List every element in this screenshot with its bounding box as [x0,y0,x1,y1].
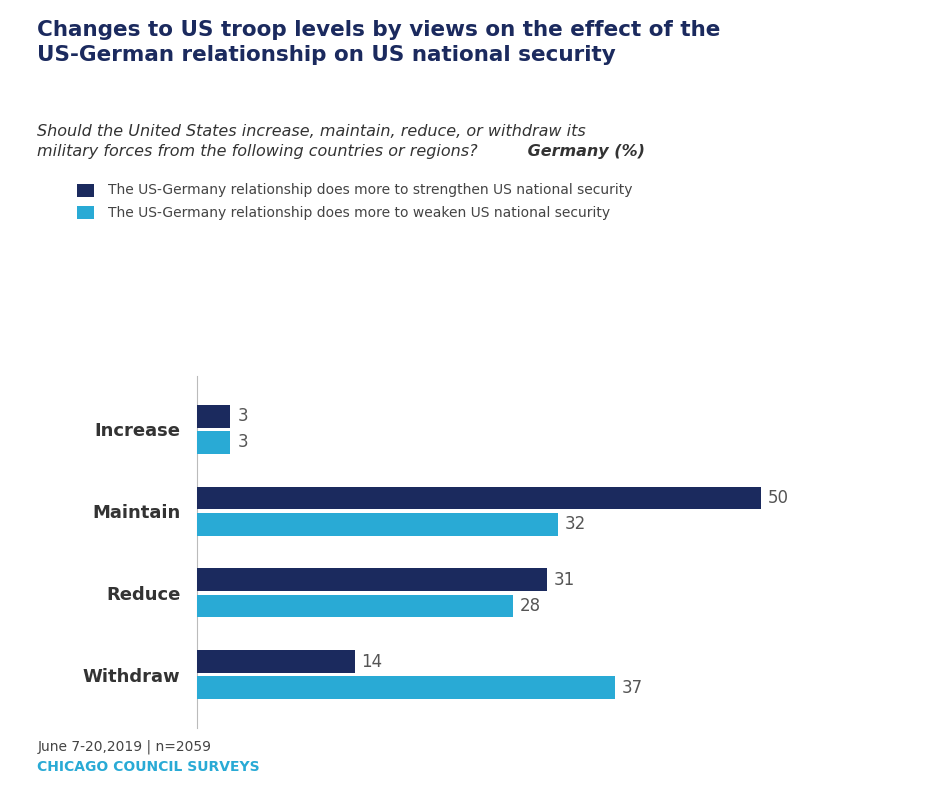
Text: 3: 3 [237,434,248,451]
Bar [197,594,513,618]
Bar [197,431,230,454]
Text: 3: 3 [237,407,248,425]
Text: CHICAGO COUNCIL SURVEYS: CHICAGO COUNCIL SURVEYS [37,760,260,774]
Bar [197,650,355,673]
Text: Germany (%): Germany (%) [522,144,645,159]
Text: 31: 31 [553,571,575,589]
Text: military forces from the following countries or regions?: military forces from the following count… [37,144,478,159]
Text: 28: 28 [519,597,541,615]
Text: 50: 50 [768,489,789,507]
Text: The US-Germany relationship does more to weaken US national security: The US-Germany relationship does more to… [108,206,609,220]
Text: June 7-20,2019 | n=2059: June 7-20,2019 | n=2059 [37,740,212,754]
Text: Should the United States increase, maintain, reduce, or withdraw its: Should the United States increase, maint… [37,124,586,139]
Text: 14: 14 [361,653,383,670]
Text: The US-Germany relationship does more to strengthen US national security: The US-Germany relationship does more to… [108,183,632,198]
Bar [197,405,230,427]
Bar [197,486,761,510]
Text: 37: 37 [622,679,642,697]
Text: Changes to US troop levels by views on the effect of the
US-German relationship : Changes to US troop levels by views on t… [37,20,721,65]
Text: 32: 32 [564,515,586,533]
Bar [197,568,547,591]
Bar [197,513,558,536]
Bar [197,677,615,699]
